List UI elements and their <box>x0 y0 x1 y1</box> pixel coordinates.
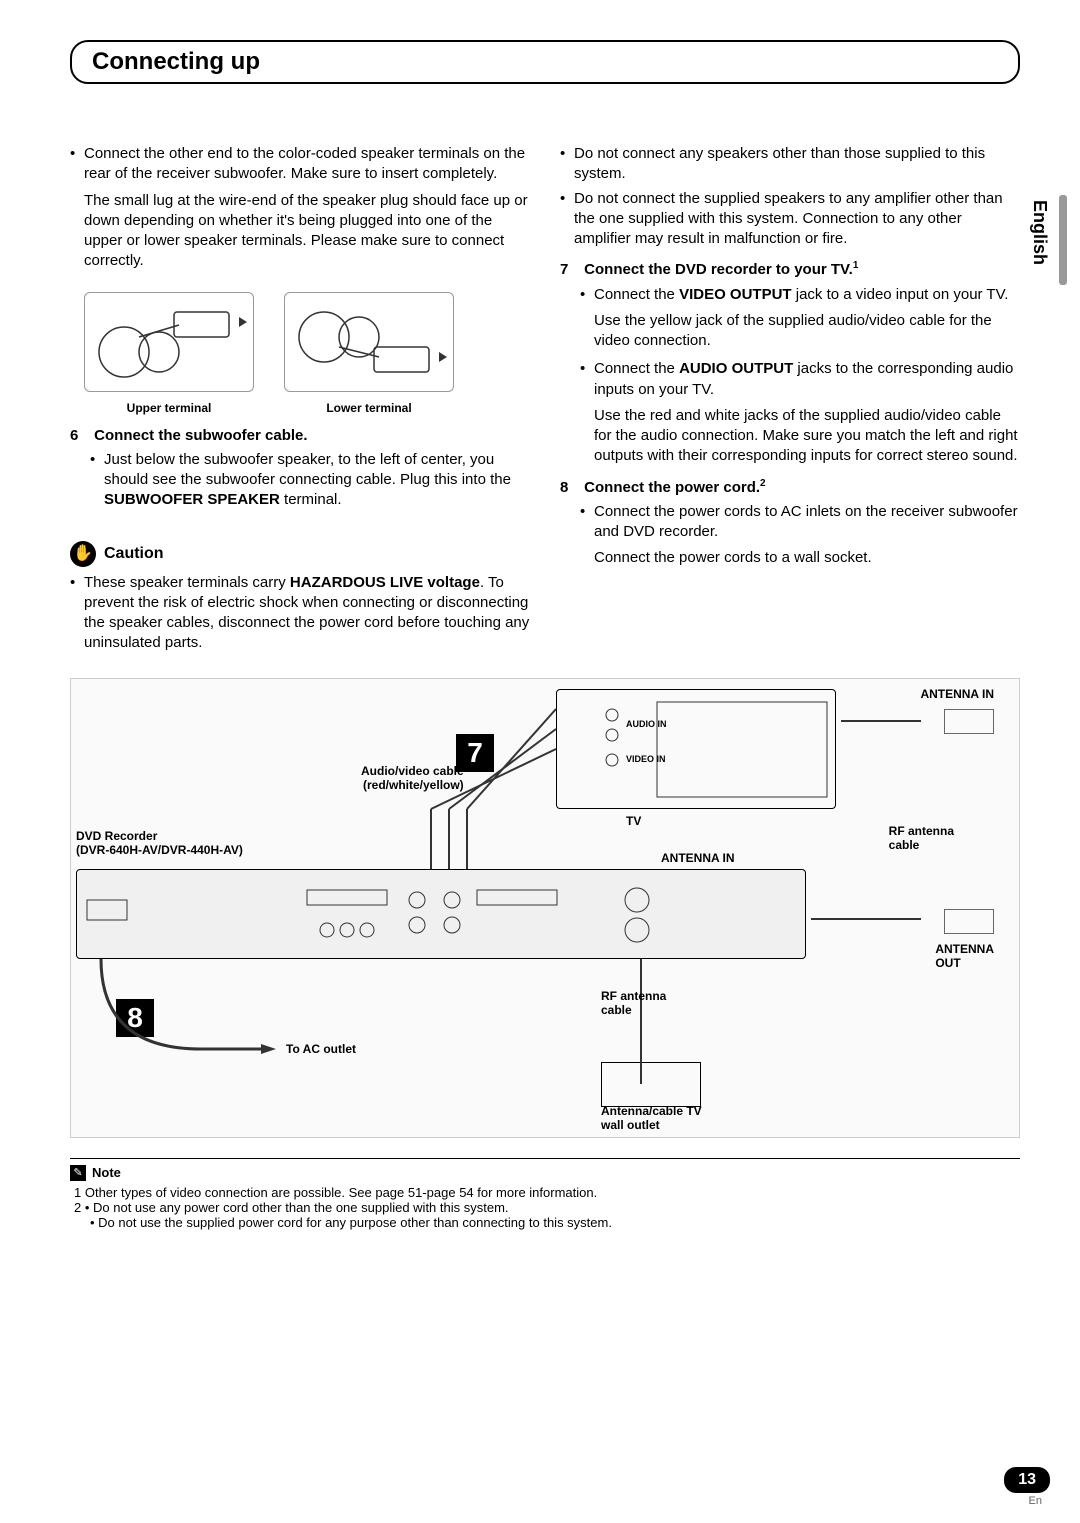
step-7-title: Connect the DVD recorder to your TV. <box>584 261 853 278</box>
step6-text-tail: terminal. <box>280 491 342 508</box>
section-header: Connecting up <box>70 40 1020 84</box>
right-column: • Do not connect any speakers other than… <box>560 144 1020 658</box>
to-ac-label: To AC outlet <box>286 1042 356 1056</box>
bullet-dot: • <box>580 359 594 400</box>
bullet-dot: • <box>70 573 84 654</box>
step-6-title: Connect the subwoofer cable. <box>94 427 307 444</box>
page-lang: En <box>1029 1495 1042 1507</box>
page-number: 13 <box>1004 1467 1050 1493</box>
s7b2-bold: AUDIO OUTPUT <box>679 360 793 377</box>
bullet-item: • Just below the subwoofer speaker, to t… <box>90 450 530 511</box>
dvd-recorder-label: DVD Recorder (DVR-640H-AV/DVR-440H-AV) <box>76 829 243 857</box>
bullet-text: Do not connect any speakers other than t… <box>574 144 1020 185</box>
lower-terminal-label: Lower terminal <box>284 400 454 416</box>
bullet-text: Connect the other end to the color-coded… <box>84 144 530 185</box>
bullet-dot: • <box>560 144 574 185</box>
antenna-connector-2 <box>944 909 994 934</box>
notes-section: ✎ Note 1 Other types of video connection… <box>70 1158 1020 1230</box>
bullet-text: Connect the power cords to AC inlets on … <box>594 502 1020 543</box>
rf-cable-label-1: RF antenna cable <box>889 824 954 852</box>
note-header: ✎ Note <box>70 1165 1020 1181</box>
bullet-dot: • <box>560 189 574 250</box>
antenna-out-label: ANTENNA OUT <box>935 942 994 970</box>
step-8-heading: 8 Connect the power cord.2 <box>560 477 1020 498</box>
caution-pre: These speaker terminals carry <box>84 574 290 591</box>
bullet-item: • These speaker terminals carry HAZARDOU… <box>70 573 530 654</box>
note-2b: • Do not use the supplied power cord for… <box>90 1215 1020 1230</box>
left-column: • Connect the other end to the color-cod… <box>70 144 530 658</box>
bullet-dot: • <box>70 144 84 185</box>
lower-terminal-image <box>284 292 454 392</box>
lower-terminal-box: Lower terminal <box>284 292 454 416</box>
bullet-item: • Do not connect the supplied speakers t… <box>560 189 1020 250</box>
bullet-text: Do not connect the supplied speakers to … <box>574 189 1020 250</box>
note-1: 1 Other types of video connection are po… <box>74 1185 1020 1200</box>
section-title: Connecting up <box>92 48 998 76</box>
step-7-num: 7 <box>560 260 580 280</box>
step-6-num: 6 <box>70 426 90 446</box>
tv-label: TV <box>626 814 641 828</box>
upper-terminal-image <box>84 292 254 392</box>
bullet-item: • Connect the power cords to AC inlets o… <box>580 502 1020 543</box>
wall-outlet-label: Antenna/cable TV wall outlet <box>601 1104 702 1132</box>
bullet-text: These speaker terminals carry HAZARDOUS … <box>84 573 530 654</box>
s7b1-pre: Connect the <box>594 286 679 303</box>
caution-header: ✋ Caution <box>70 541 530 567</box>
bullet-dot: • <box>580 502 594 543</box>
sub-paragraph: Use the red and white jacks of the suppl… <box>594 406 1020 467</box>
bullet-item: • Do not connect any speakers other than… <box>560 144 1020 185</box>
note-2: 2 • Do not use any power cord other than… <box>74 1200 1020 1215</box>
bullet-dot: • <box>580 285 594 305</box>
antenna-connector-1 <box>944 709 994 734</box>
sub-paragraph: Use the yellow jack of the supplied audi… <box>594 311 1020 352</box>
content-columns: • Connect the other end to the color-cod… <box>70 144 1020 658</box>
note-label: Note <box>92 1165 121 1180</box>
diagram-num-8: 8 <box>116 999 154 1037</box>
s7b2-pre: Connect the <box>594 360 679 377</box>
dvr-box <box>76 869 806 959</box>
sub-paragraph: The small lug at the wire-end of the spe… <box>84 191 530 272</box>
audio-in-label: AUDIO IN <box>626 719 667 729</box>
bullet-item: • Connect the AUDIO OUTPUT jacks to the … <box>580 359 1020 400</box>
video-in-label: VIDEO IN <box>626 754 666 764</box>
bullet-item: • Connect the other end to the color-cod… <box>70 144 530 185</box>
sub-paragraph: Connect the power cords to a wall socket… <box>594 548 1020 568</box>
bullet-dot: • <box>90 450 104 511</box>
connection-diagram: 7 8 <box>70 678 1020 1138</box>
note-icon: ✎ <box>70 1165 86 1181</box>
bullet-text: Connect the VIDEO OUTPUT jack to a video… <box>594 285 1020 305</box>
wall-outlet-box <box>601 1062 701 1107</box>
step6-text-pre: Just below the subwoofer speaker, to the… <box>104 451 511 488</box>
upper-terminal-label: Upper terminal <box>84 400 254 416</box>
upper-terminal-box: Upper terminal <box>84 292 254 416</box>
s7b1-post: jack to a video input on your TV. <box>792 286 1009 303</box>
step-8-num: 8 <box>560 478 580 498</box>
language-indicator-bar <box>1059 195 1067 285</box>
antenna-in-label-2: ANTENNA IN <box>661 851 735 865</box>
step-7-sup: 1 <box>853 260 859 271</box>
av-cable-label: Audio/video cable (red/white/yellow) <box>361 764 464 792</box>
terminal-diagrams: Upper terminal Lower terminal <box>84 292 530 416</box>
bullet-item: • Connect the VIDEO OUTPUT jack to a vid… <box>580 285 1020 305</box>
caution-icon: ✋ <box>70 541 96 567</box>
step6-bold: SUBWOOFER SPEAKER <box>104 491 280 508</box>
s7b1-bold: VIDEO OUTPUT <box>679 286 792 303</box>
language-label: English <box>1029 200 1050 265</box>
step-8-sup: 2 <box>760 478 766 489</box>
tv-box <box>556 689 836 809</box>
bullet-text: Connect the AUDIO OUTPUT jacks to the co… <box>594 359 1020 400</box>
bullet-text: Just below the subwoofer speaker, to the… <box>104 450 530 511</box>
step-8-title: Connect the power cord. <box>584 479 760 496</box>
antenna-in-label: ANTENNA IN <box>920 687 994 701</box>
rf-cable-label-2: RF antenna cable <box>601 989 666 1017</box>
caution-label: Caution <box>104 543 164 565</box>
step-7-heading: 7 Connect the DVD recorder to your TV.1 <box>560 259 1020 280</box>
caution-bold: HAZARDOUS LIVE voltage <box>290 574 480 591</box>
step-6-heading: 6 Connect the subwoofer cable. <box>70 426 530 446</box>
